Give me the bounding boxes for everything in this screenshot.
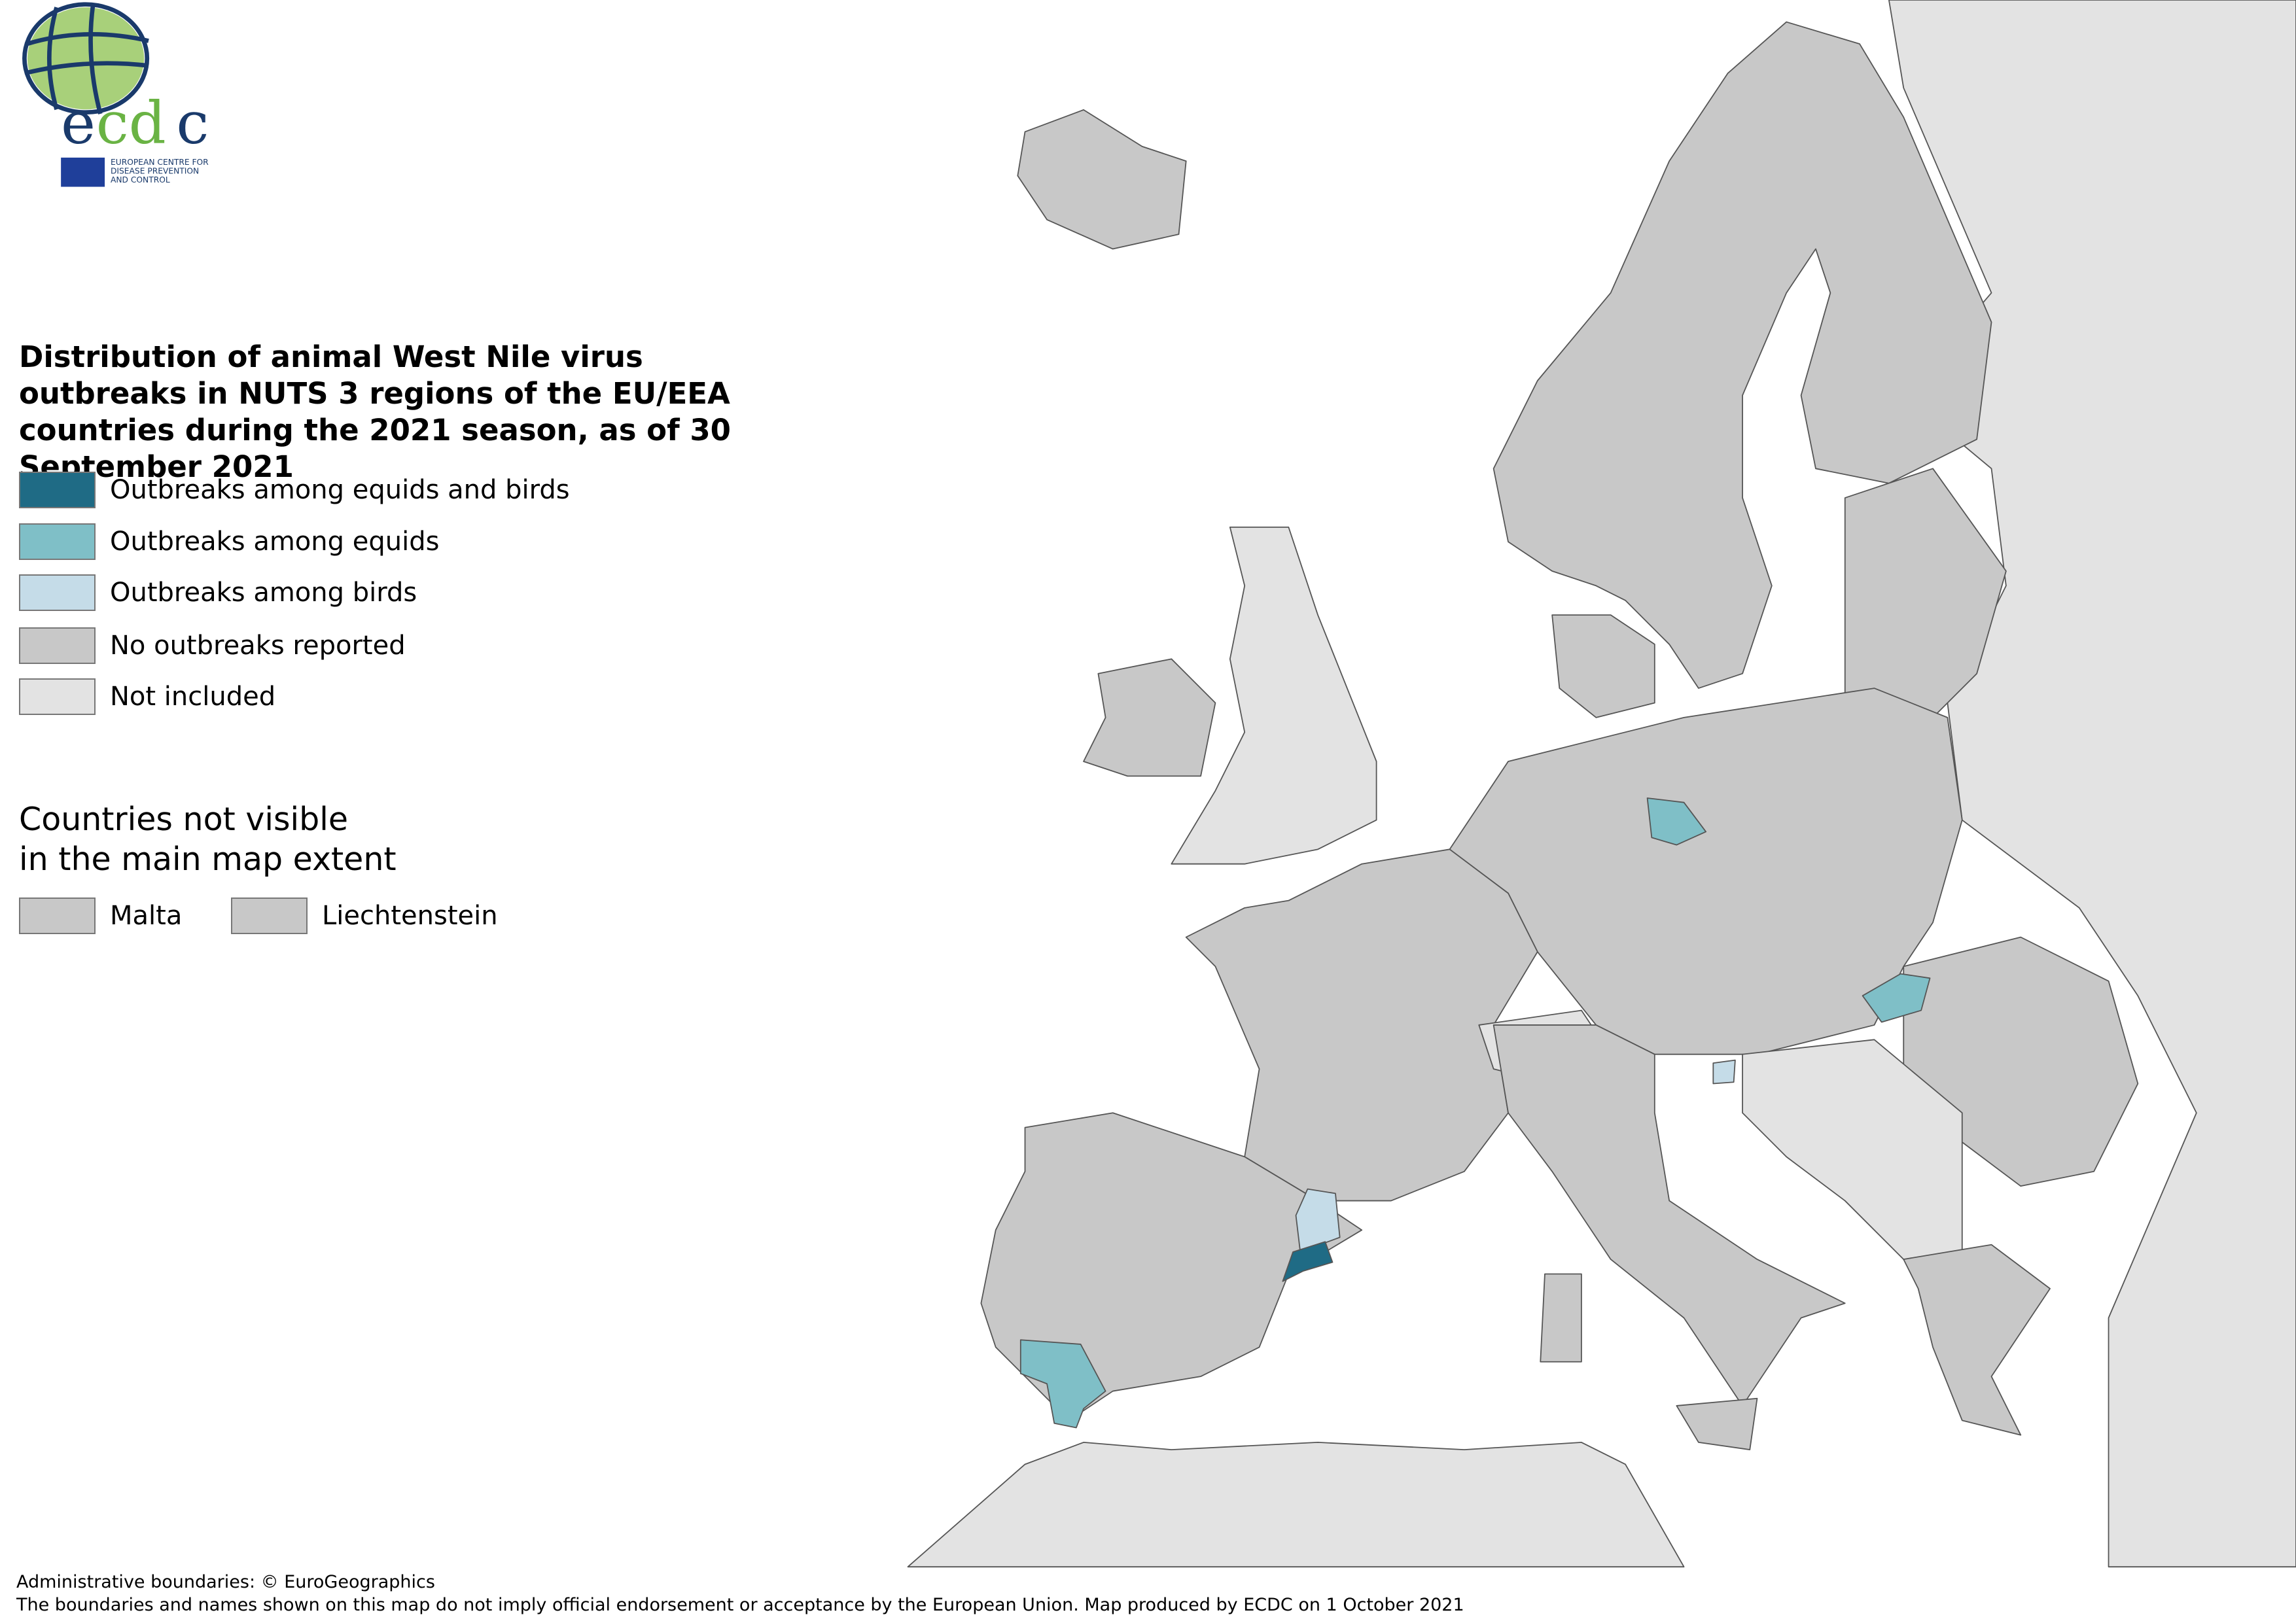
extent-item-liechtenstein: Liechtenstein xyxy=(231,898,498,934)
country-ireland xyxy=(1083,658,1216,777)
island-sardinia xyxy=(1540,1273,1582,1363)
legend-item-equids-and-birds: Outbreaks among equids and birds xyxy=(19,471,570,509)
footer-copyright: Administrative boundaries: © EuroGeograp… xyxy=(16,1572,435,1592)
svg-text:e: e xyxy=(61,90,96,158)
legend-label: Outbreaks among birds xyxy=(110,578,417,608)
region-baltics xyxy=(1844,468,2007,718)
extent-title: Countries not visible in the main map ex… xyxy=(19,799,397,879)
country-italy xyxy=(1492,1024,1846,1406)
island-sicily xyxy=(1676,1397,1758,1450)
extent-label: Liechtenstein xyxy=(322,901,498,931)
legend-item-not-included: Not included xyxy=(19,678,275,716)
country-denmark xyxy=(1551,614,1655,718)
legend-swatch xyxy=(19,678,96,715)
region-andalusia-equids xyxy=(1019,1339,1106,1429)
country-uk xyxy=(1171,526,1377,865)
region-hungary-equids xyxy=(1862,973,1931,1023)
country-iceland xyxy=(1017,109,1187,250)
extent-title-line1: Countries not visible xyxy=(19,801,348,838)
legend-label: Outbreaks among equids xyxy=(110,527,440,557)
legend-swatch xyxy=(19,523,96,560)
svg-text:cd: cd xyxy=(96,90,166,158)
region-tarragona-equids-birds xyxy=(1282,1241,1333,1282)
region-slovenia-birds xyxy=(1712,1059,1736,1085)
legend-swatch xyxy=(19,574,96,611)
legend-swatch xyxy=(19,472,96,508)
country-france xyxy=(1185,848,1538,1202)
region-nordic xyxy=(1492,21,1992,689)
legend-swatch xyxy=(19,627,96,664)
svg-text:c: c xyxy=(176,90,209,158)
footer-disclaimer: The boundaries and names shown on this m… xyxy=(16,1595,1464,1615)
country-greece xyxy=(1903,1244,2051,1436)
legend-item-equids: Outbreaks among equids xyxy=(19,523,439,561)
legend-item-no-outbreaks: No outbreaks reported xyxy=(19,627,406,665)
region-germany-equids xyxy=(1646,797,1707,846)
svg-text:AND CONTROL: AND CONTROL xyxy=(111,175,170,184)
legend-label: No outbreaks reported xyxy=(110,631,406,661)
legend-item-birds: Outbreaks among birds xyxy=(19,574,417,612)
svg-text:EUROPEAN CENTRE FOR: EUROPEAN CENTRE FOR xyxy=(111,158,209,167)
legend-swatch xyxy=(231,898,308,934)
extent-item-malta: Malta xyxy=(19,898,182,934)
ecdc-logo: e cd c EUROPEAN CENTRE FOR DISEASE PREVE… xyxy=(22,2,209,187)
legend-label: Outbreaks among equids and birds xyxy=(110,475,570,505)
extent-label: Malta xyxy=(110,901,183,931)
extent-title-line2: in the main map extent xyxy=(19,841,397,878)
region-north-africa xyxy=(907,1442,1685,1568)
legend-swatch xyxy=(19,898,96,934)
map-title: Distribution of animal West Nile virus o… xyxy=(19,340,731,484)
legend-label: Not included xyxy=(110,682,276,712)
svg-text:DISEASE PREVENTION: DISEASE PREVENTION xyxy=(111,166,199,175)
